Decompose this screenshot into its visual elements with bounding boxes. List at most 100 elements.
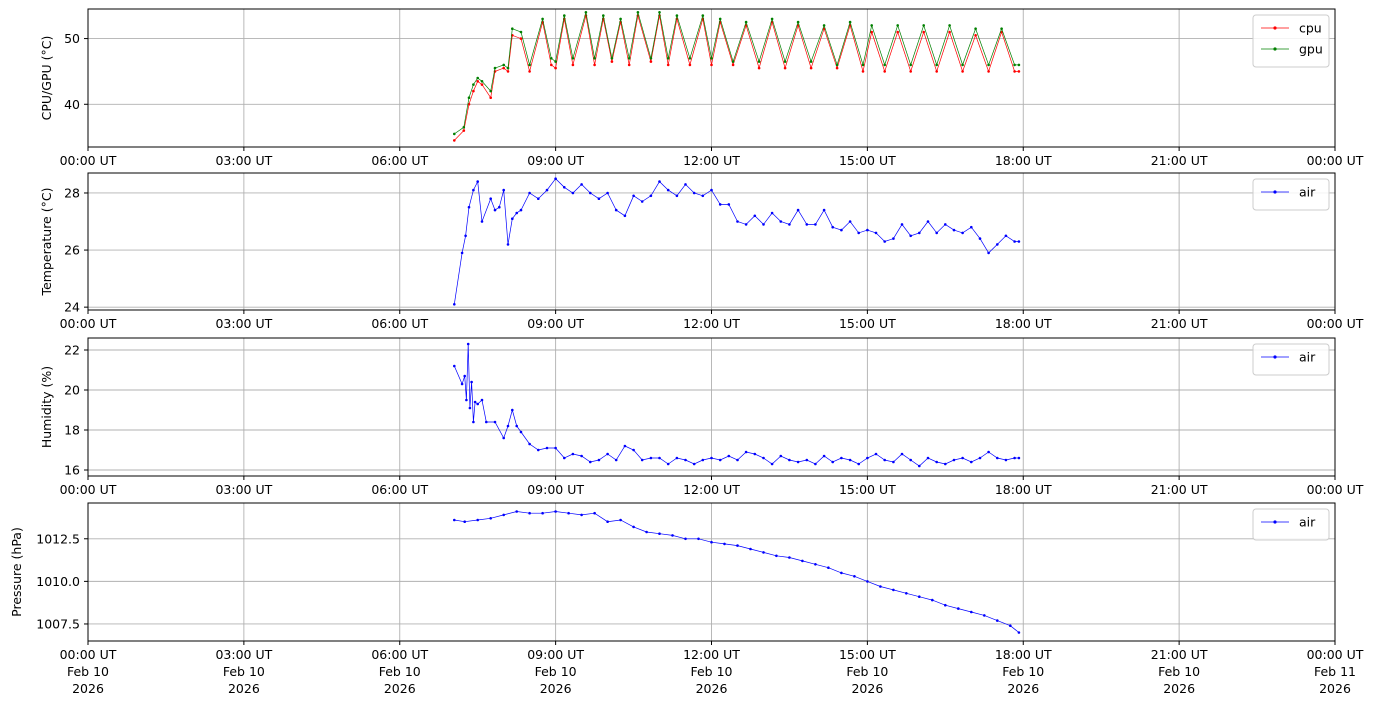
data-point-air [692, 462, 696, 466]
data-point-gpu [909, 63, 912, 67]
y-tick-label: 1007.5 [36, 616, 80, 631]
data-point-air [736, 458, 739, 462]
data-point-cpu [480, 83, 484, 86]
data-point-gpu [701, 14, 705, 17]
data-point-air [515, 510, 518, 513]
data-point-air [606, 452, 609, 456]
data-point-air [926, 456, 930, 460]
data-point-gpu [636, 11, 640, 14]
data-point-air [866, 228, 869, 232]
data-point-air [623, 444, 627, 448]
data-point-air [502, 513, 506, 517]
data-point-air [502, 436, 506, 440]
data-point-air [1017, 240, 1021, 243]
x-tick-label: 12:00 UT [683, 316, 740, 331]
data-point-air [580, 513, 583, 517]
y-tick-label: 1012.5 [36, 531, 80, 546]
data-point-air [606, 520, 609, 523]
x-tick-label: 09:00 UT [527, 482, 584, 497]
data-point-air [710, 540, 713, 544]
data-point-air [511, 217, 514, 220]
data-point-air [606, 191, 609, 195]
data-point-cpu [948, 30, 951, 34]
data-point-air [892, 460, 895, 464]
data-point-cpu [731, 63, 735, 67]
data-point-air [822, 208, 826, 212]
data-point-air [658, 180, 661, 183]
y-tick-label: 16 [64, 463, 80, 478]
data-point-cpu [1017, 70, 1021, 73]
data-point-air [692, 191, 696, 195]
data-point-gpu [453, 132, 456, 136]
data-point-air [623, 214, 627, 218]
legend: air [1252, 343, 1330, 376]
data-point-air [671, 534, 674, 537]
data-point-air [779, 220, 783, 223]
data-point-air [593, 511, 596, 515]
data-point-air [1017, 631, 1021, 634]
data-point-gpu [550, 57, 553, 60]
data-point-air [900, 223, 904, 226]
data-point-air [892, 237, 895, 240]
x-tick-label: 03:00 UT [215, 482, 272, 497]
data-point-air [970, 460, 973, 464]
x-tick-label: 00:00 UT [60, 153, 117, 168]
legend-box [1252, 508, 1330, 541]
y-tick-label: 40 [64, 97, 80, 112]
data-point-cpu [462, 129, 466, 132]
x-tick-label: 03:00 UT [215, 153, 272, 168]
data-point-air [935, 231, 938, 235]
data-point-air [796, 460, 800, 464]
data-point-air [485, 420, 488, 424]
data-point-cpu [961, 70, 964, 73]
data-point-air [489, 517, 493, 520]
data-point-air [944, 462, 947, 466]
data-point-air [493, 420, 497, 424]
x-tick-label: 00:00 UT [1307, 153, 1364, 168]
data-point-air [649, 456, 653, 460]
data-point-air [762, 223, 765, 226]
data-point-gpu [675, 14, 679, 17]
x-tick-label: 00:00 UT [1307, 482, 1364, 497]
x-tick-label: 18:00 UT [995, 153, 1052, 168]
data-point-air [541, 511, 544, 515]
x-tick-label: 21:00 UT [1151, 316, 1208, 331]
data-point-gpu [783, 60, 787, 63]
data-point-air [567, 511, 570, 515]
data-point-air [961, 231, 964, 235]
data-point-air [528, 511, 531, 515]
legend-marker-air [1273, 520, 1277, 524]
data-point-gpu [610, 57, 614, 60]
data-point-cpu [472, 89, 475, 93]
data-point-air [952, 458, 956, 462]
data-point-air [640, 200, 644, 203]
data-point-air [788, 223, 791, 226]
data-point-gpu [476, 76, 480, 80]
data-point-air [749, 547, 752, 551]
data-point-air [489, 197, 493, 200]
data-point-cpu [987, 70, 990, 73]
series-line-cpu [454, 15, 1019, 141]
data-point-air [987, 450, 990, 454]
data-point-air [779, 454, 783, 458]
data-point-air [1017, 456, 1021, 460]
data-point-air [957, 607, 960, 610]
data-point-cpu [688, 63, 692, 67]
data-point-air [762, 551, 765, 554]
data-point-gpu [489, 89, 493, 93]
data-point-air [970, 225, 973, 229]
data-point-air [909, 458, 912, 462]
data-point-gpu [493, 66, 497, 70]
data-point-gpu [1013, 63, 1016, 67]
data-point-gpu [848, 20, 852, 24]
data-point-cpu [935, 70, 938, 73]
data-point-cpu [710, 63, 713, 67]
data-point-air [961, 456, 964, 460]
data-point-cpu [1013, 70, 1016, 73]
series-line-air [453, 343, 1019, 467]
data-point-cpu [861, 70, 865, 73]
data-point-air [467, 205, 471, 209]
x-tick-label: 15:00 UT Feb 10 2026 [839, 647, 896, 696]
y-tick-label: 20 [64, 383, 80, 398]
